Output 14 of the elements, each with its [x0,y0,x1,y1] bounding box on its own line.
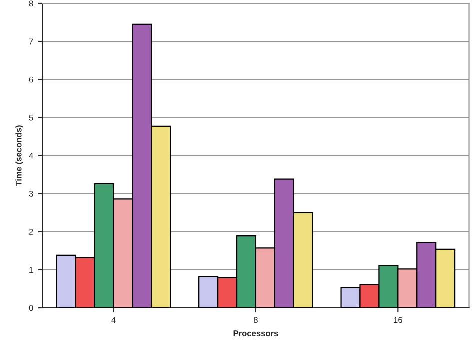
y-tick-label: 3 [29,191,34,197]
x-axis-title: Processors [234,330,278,336]
y-tick-label: 4 [29,153,34,159]
y-tick-label: 0 [29,305,34,312]
y-tick-label: 7 [29,38,34,45]
y-tick-label: 6 [29,76,34,83]
x-tick-label: 8 [254,317,258,324]
x-tick-label: 4 [112,317,116,324]
y-axis-title: Time (seconds) [16,126,24,186]
x-tick-label: 16 [394,317,402,324]
y-tick-label: 5 [29,114,34,121]
y-tick-label: 1 [30,267,34,273]
y-tick-label: 2 [29,229,34,235]
y-tick-label: 8 [29,0,34,7]
